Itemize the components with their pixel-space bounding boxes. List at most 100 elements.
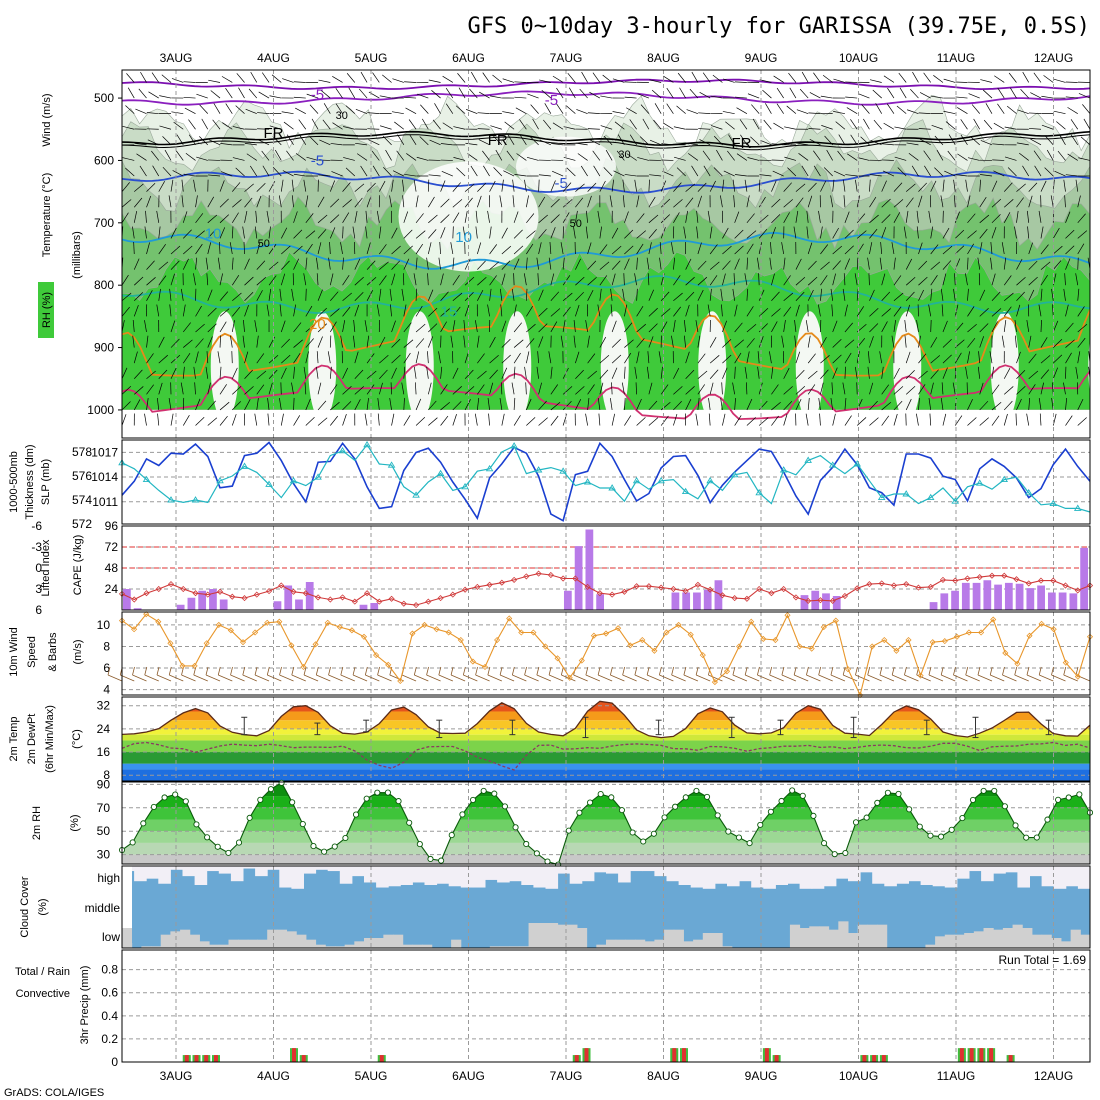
wind-barb (342, 292, 352, 302)
wind-barb (195, 305, 202, 317)
wind-barb (676, 105, 686, 114)
wind-barb (622, 195, 625, 208)
wind-barb (587, 370, 598, 380)
low-cloud-bar (857, 924, 868, 948)
wind-barb (660, 214, 670, 224)
wind-barb (146, 384, 154, 395)
wind-barb (622, 179, 625, 192)
low-cloud-bar (954, 934, 965, 948)
rh-marker (757, 821, 764, 828)
wind-barb (1063, 179, 1066, 192)
wind-barb (1065, 245, 1075, 255)
wind-barb (905, 351, 911, 364)
wind-barb (599, 288, 602, 301)
wind-barb (281, 338, 290, 348)
wind-barb (660, 291, 670, 302)
wind-barb (611, 227, 619, 239)
wind-barb (713, 135, 723, 146)
wind-barb (392, 170, 404, 177)
wind-barb (758, 179, 761, 192)
rh-marker (214, 843, 221, 850)
wind-barb (942, 227, 950, 239)
cape-label: CAPE (J/kg) (72, 535, 84, 596)
wind-barb (616, 150, 625, 161)
wind-barb (869, 307, 879, 317)
wind-barb (452, 275, 460, 286)
wind-barb (844, 229, 854, 239)
wind-barb (757, 351, 760, 364)
wind-barb (342, 274, 350, 286)
wind-barb (847, 153, 858, 161)
wind-barb (482, 150, 490, 161)
wind-barb (489, 336, 496, 348)
surface-wind-barb-feather (842, 666, 846, 676)
wind-barb (469, 88, 478, 99)
wind-barb (221, 76, 233, 83)
high-cloud-gap (351, 866, 365, 877)
wind-barb (245, 108, 257, 114)
wind-speed-marker (651, 647, 658, 654)
lifted-index-marker (278, 582, 285, 589)
panel-frame (121, 439, 1091, 525)
wind-barb (550, 384, 559, 395)
lifted-index-marker (952, 577, 959, 584)
high-cloud-gap (666, 866, 680, 882)
wind-barb (329, 180, 336, 192)
wind-barb (1089, 409, 1090, 410)
thickness-marker (657, 476, 665, 484)
isotherm-line (122, 130, 1090, 148)
wind-barb (122, 292, 132, 302)
wind-barb (207, 229, 217, 239)
wind-barb (317, 382, 322, 395)
wind-barb (246, 153, 257, 161)
wind-barb (673, 199, 683, 208)
wind-barb (881, 159, 894, 161)
panel-frame (121, 781, 1091, 865)
wind-barb (869, 336, 874, 348)
temp-label-1: 2m Temp (8, 716, 20, 761)
wind-barb (807, 397, 810, 410)
wind-barb (636, 230, 647, 239)
wind-barb (720, 398, 723, 410)
wind-speed-marker (1002, 649, 1009, 657)
wind-barb (1004, 126, 1017, 130)
wind-barb (427, 382, 432, 395)
thickness-marker (608, 484, 616, 491)
wind-barb (293, 339, 303, 348)
wind-barb (158, 226, 161, 239)
wind-barb (599, 382, 604, 395)
wind-barb (360, 71, 368, 83)
wind-barb (1064, 195, 1066, 208)
wind-barb (1052, 260, 1062, 270)
wind-barb (942, 260, 952, 270)
wind-barb (403, 211, 409, 223)
low-cloud-bar (673, 929, 684, 948)
wind-barb (354, 369, 364, 379)
wind-barb (524, 366, 527, 379)
wind-barb (232, 199, 242, 208)
cape-bar (800, 595, 809, 610)
wind-barb (543, 119, 552, 130)
wind-barb (918, 289, 924, 301)
wind-barb (933, 75, 944, 83)
bottom-day-label: 4AUG (257, 1069, 290, 1083)
wind-barb (1077, 398, 1084, 411)
precip-convective-bar (969, 1048, 974, 1062)
rh-marker (1001, 803, 1008, 810)
cape-bar (359, 604, 368, 610)
wind-barb (403, 229, 413, 239)
wind-barb (162, 166, 172, 177)
thickness-tick-label: 572 (72, 517, 92, 531)
wind-barb (863, 118, 870, 130)
wind-barb (844, 322, 853, 333)
surface-wind-barb (745, 674, 760, 682)
wind-barb (636, 243, 644, 255)
wind-barb (733, 273, 736, 286)
isotherm-line (122, 90, 1090, 106)
surface-wind-barb (450, 674, 466, 682)
cape-bar (585, 529, 594, 610)
pressure-tick-label: 800 (94, 278, 114, 292)
cloud-unit-label: (%) (37, 898, 49, 915)
wind-barb (342, 199, 352, 208)
wind-barb (599, 355, 610, 364)
